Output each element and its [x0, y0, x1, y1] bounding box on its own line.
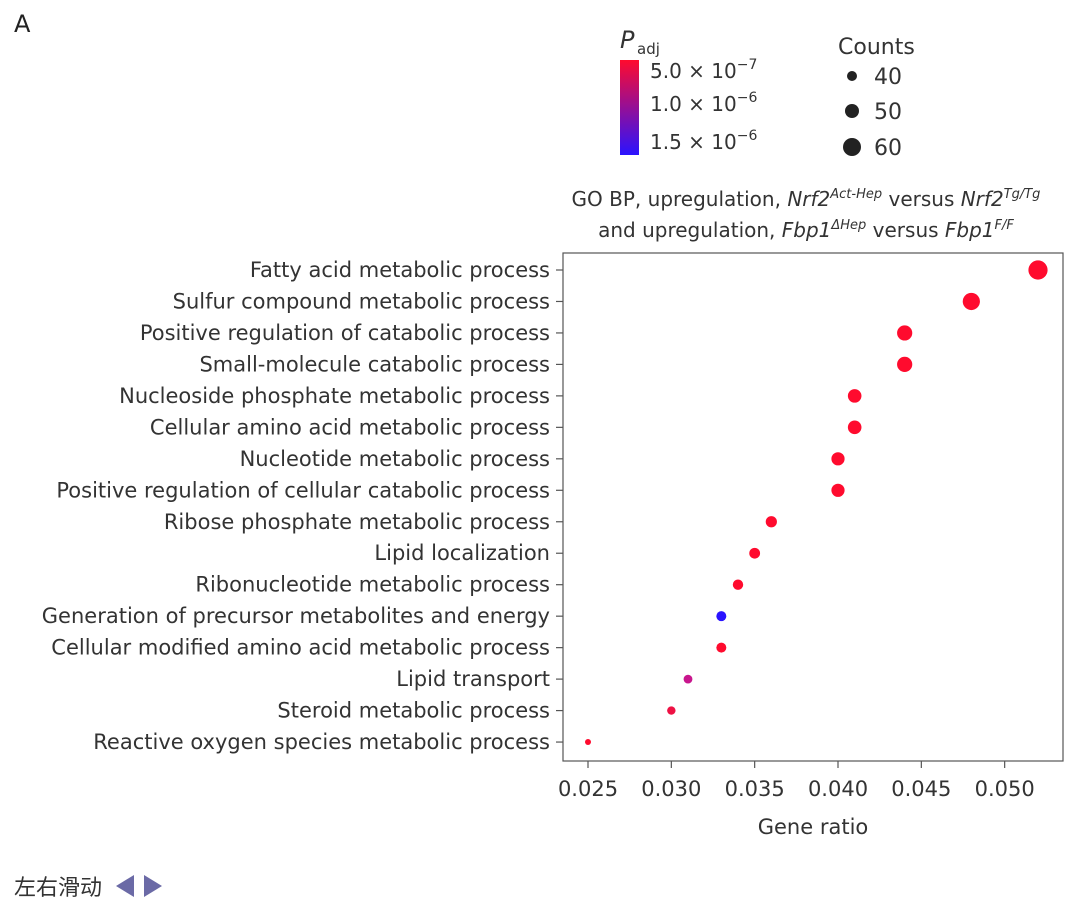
- go-dot-plot: P adj 5.0 × 10−7 1.0 × 10−6 1.5 × 10−6 Cou…: [42, 26, 1064, 839]
- data-point: [897, 325, 913, 341]
- x-tick-label: 0.045: [891, 777, 951, 801]
- data-point: [683, 674, 693, 684]
- y-tick-label: Sulfur compound metabolic process: [173, 289, 550, 313]
- size-legend-dot: [845, 104, 859, 118]
- size-legend-dot: [847, 71, 857, 81]
- arrow-left-icon[interactable]: [116, 875, 135, 897]
- data-point: [716, 611, 727, 622]
- y-tick-label: Lipid transport: [396, 667, 550, 691]
- data-point: [667, 706, 676, 715]
- x-tick-label: 0.030: [641, 777, 701, 801]
- y-tick-label: Generation of precursor metabolites and …: [42, 604, 550, 628]
- color-legend-title-sub: adj: [637, 40, 660, 58]
- y-tick-label: Ribonucleotide metabolic process: [195, 573, 550, 597]
- color-legend-bar: [620, 60, 639, 155]
- data-point: [847, 420, 862, 435]
- y-tick-label: Ribose phosphate metabolic process: [164, 510, 550, 534]
- size-legend-label: 40: [874, 65, 902, 90]
- data-point: [962, 292, 980, 311]
- data-point: [732, 579, 744, 590]
- x-tick-label: 0.040: [808, 777, 868, 801]
- y-tick-label: Cellular modified amino acid metabolic p…: [51, 636, 550, 660]
- size-legend: Counts 40 50 60: [838, 35, 915, 161]
- data-point: [847, 389, 862, 403]
- data-point: [585, 739, 591, 746]
- x-axis: 0.025 0.030 0.035 0.040 0.045 0.050: [558, 761, 1035, 801]
- x-tick-label: 0.035: [725, 777, 785, 801]
- x-tick-label: 0.050: [975, 777, 1035, 801]
- y-axis: Fatty acid metabolic process Sulfur compo…: [42, 258, 563, 754]
- data-point: [1028, 260, 1048, 280]
- chart-title-line1: GO BP, upregulation, Nrf2Act-Hep versus …: [572, 187, 1041, 211]
- x-tick-label: 0.025: [558, 777, 618, 801]
- data-point: [716, 642, 727, 653]
- y-tick-label: Nucleoside phosphate metabolic process: [119, 384, 550, 408]
- data-point: [765, 516, 777, 528]
- color-legend-title: P: [620, 26, 635, 54]
- panel-label: A: [14, 10, 31, 38]
- color-legend-label: 5.0 × 10−7: [650, 57, 757, 83]
- size-legend-dot: [843, 138, 861, 156]
- size-legend-title: Counts: [838, 35, 915, 60]
- y-tick-label: Positive regulation of cellular cataboli…: [56, 478, 550, 502]
- y-tick-label: Steroid metabolic process: [277, 699, 550, 723]
- scroll-hint-text: 左右滑动: [14, 876, 103, 901]
- color-legend-label: 1.0 × 10−6: [650, 90, 757, 116]
- data-point: [897, 356, 913, 373]
- y-tick-label: Small-molecule catabolic process: [199, 352, 550, 376]
- data-point: [749, 547, 761, 559]
- y-tick-label: Fatty acid metabolic process: [250, 258, 550, 282]
- color-legend-label: 1.5 × 10−6: [650, 128, 757, 154]
- size-legend-label: 50: [874, 100, 902, 125]
- y-tick-label: Nucleotide metabolic process: [240, 447, 550, 471]
- y-tick-label: Positive regulation of catabolic process: [140, 321, 550, 345]
- scroll-hint: 左右滑动: [14, 870, 163, 902]
- plot-panel: [562, 252, 1064, 762]
- data-point: [831, 483, 845, 497]
- chart-title-line2: and upregulation, Fbp1ΔHep versus Fbp1F/…: [598, 218, 1014, 242]
- color-legend: P adj 5.0 × 10−7 1.0 × 10−6 1.5 × 10−6: [620, 26, 757, 155]
- x-axis-label: Gene ratio: [758, 815, 869, 839]
- data-point: [831, 452, 845, 466]
- y-tick-label: Cellular amino acid metabolic process: [150, 415, 550, 439]
- y-tick-label: Lipid localization: [374, 541, 550, 565]
- data-points: [585, 260, 1048, 746]
- size-legend-label: 60: [874, 136, 902, 161]
- arrow-right-icon[interactable]: [144, 875, 163, 897]
- y-tick-label: Reactive oxygen species metabolic proces…: [93, 730, 550, 754]
